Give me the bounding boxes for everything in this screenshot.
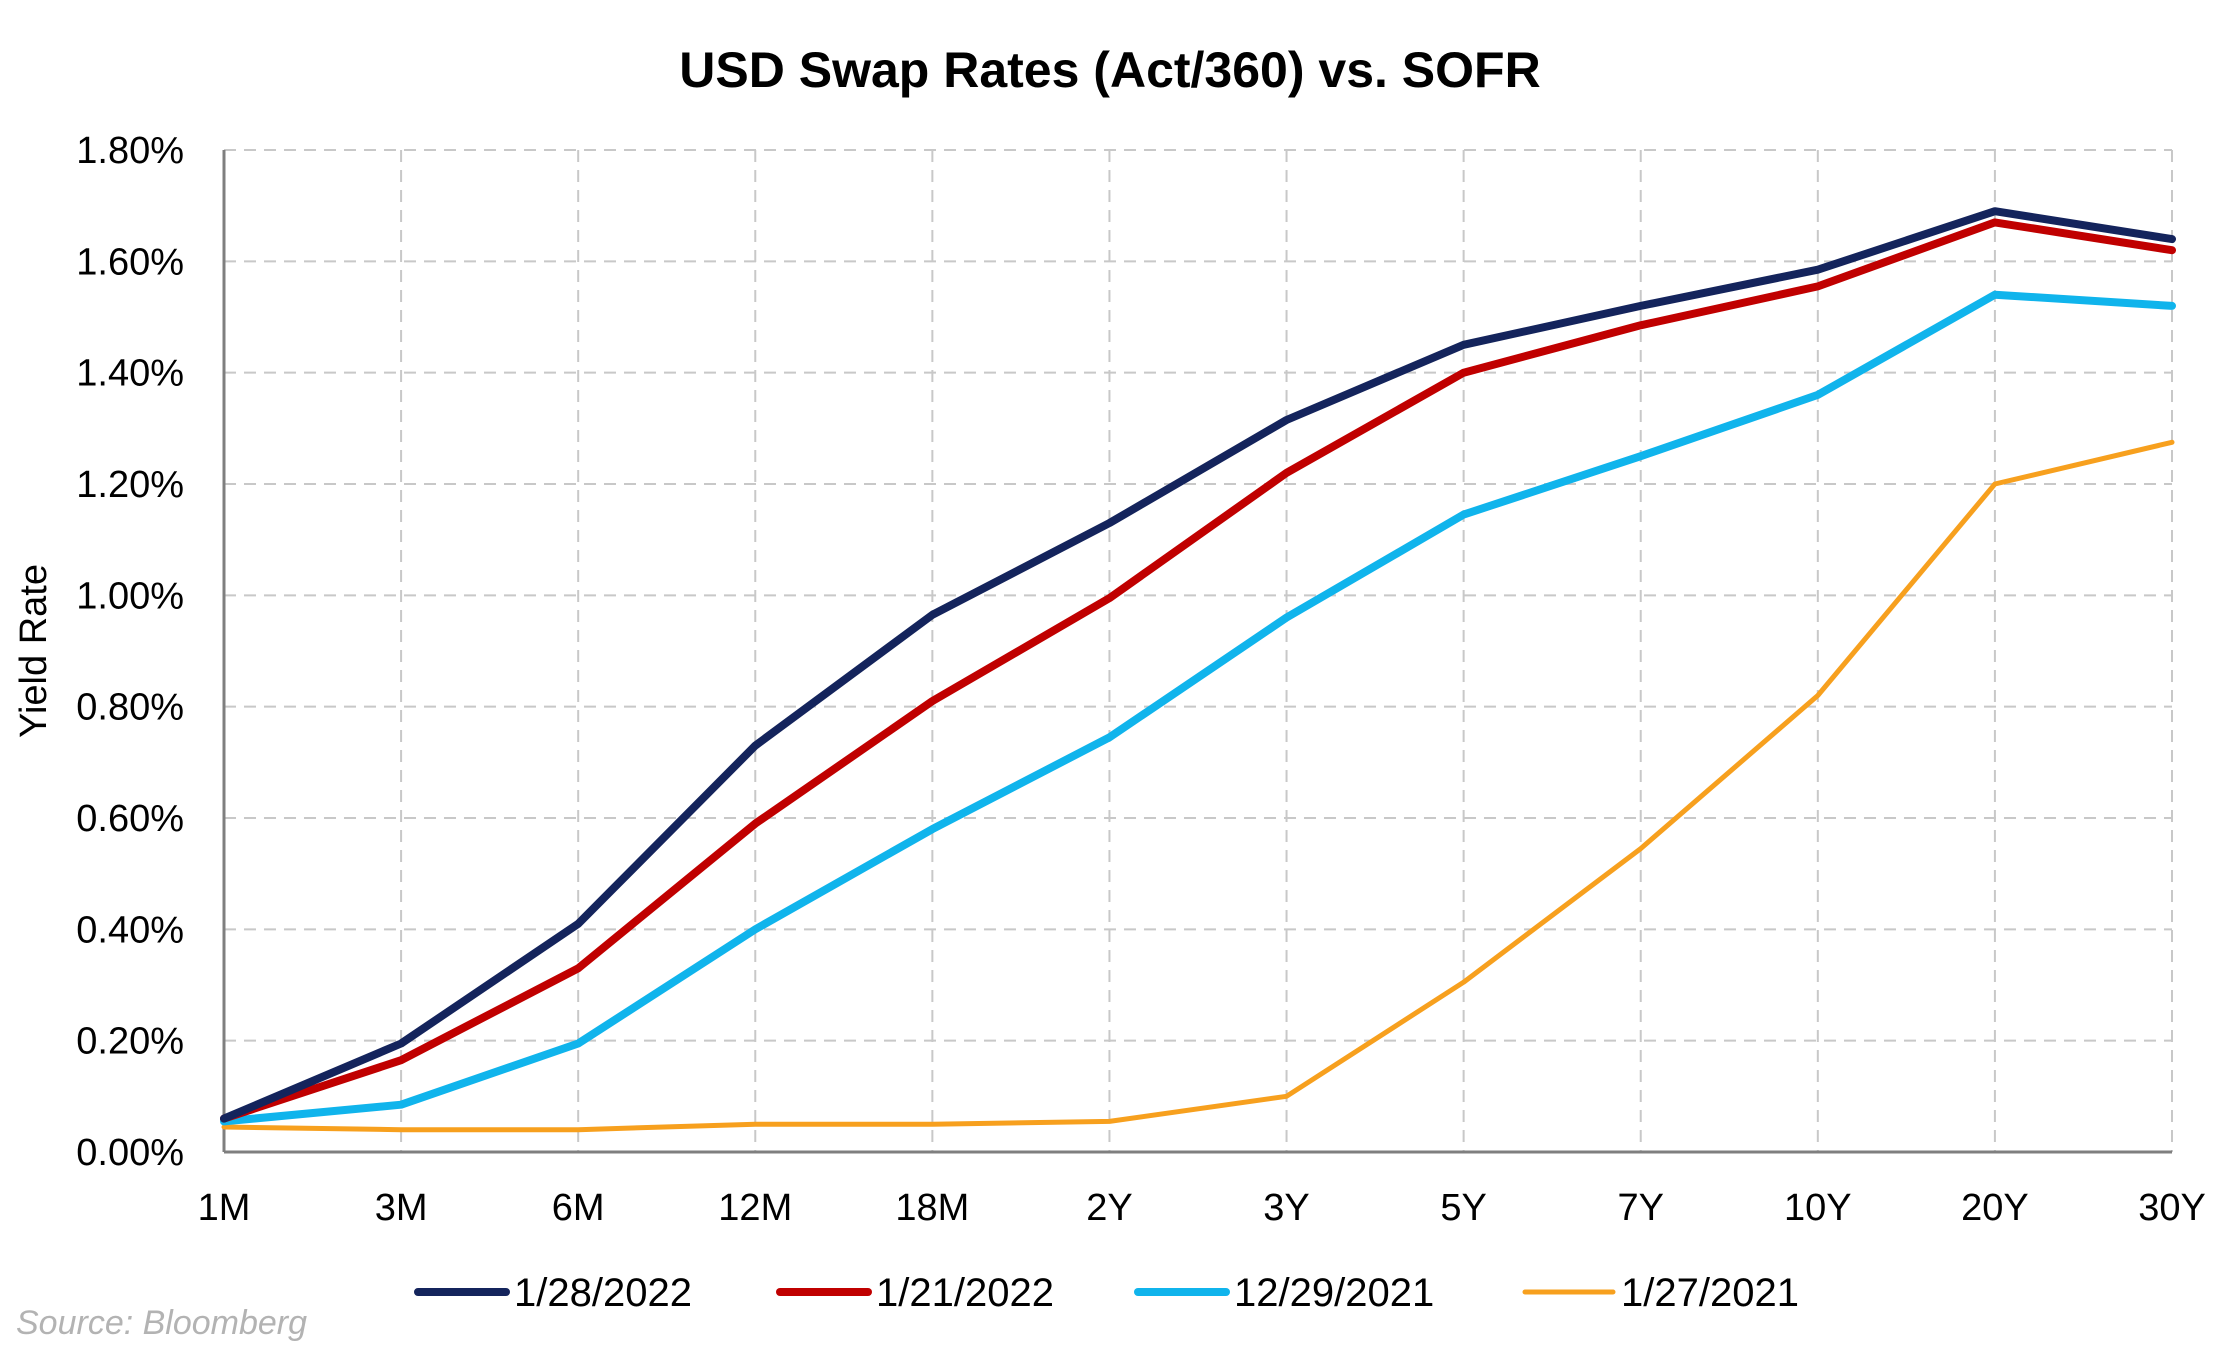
series-lines [220, 207, 2176, 1133]
x-tick-label: 5Y [1440, 1187, 1486, 1229]
x-tick-label: 12M [718, 1187, 792, 1229]
legend-label: 1/27/2021 [1621, 1271, 1799, 1315]
axes [222, 150, 2172, 1154]
legend-label: 1/28/2022 [514, 1271, 692, 1315]
y-tick-label: 0.60% [76, 798, 184, 840]
y-tick-label: 1.40% [76, 353, 184, 395]
legend-label: 1/21/2022 [876, 1271, 1054, 1315]
source-note: Source: Bloomberg [16, 1304, 307, 1342]
y-axis-label: Yield Rate [13, 564, 55, 738]
series-line-3 [220, 290, 2176, 1126]
y-tick-label: 0.00% [76, 1132, 184, 1174]
legend-label: 12/29/2021 [1234, 1271, 1434, 1315]
x-tick-label: 10Y [1784, 1187, 1852, 1229]
y-tick-label: 1.80% [76, 130, 184, 172]
x-tick-label: 2Y [1086, 1187, 1132, 1229]
x-tick-label: 7Y [1617, 1187, 1663, 1229]
legend: 1/28/2022 1/21/2022 12/29/2021 1/27/2021 [414, 1271, 1799, 1315]
y-tick-label: 0.20% [76, 1021, 184, 1063]
x-tick-label: 3M [375, 1187, 428, 1229]
y-tick-labels: 0.00% 0.20% 0.40% 0.60% 0.80% 1.00% 1.20% 1.40%… [76, 130, 184, 1174]
chart-title: USD Swap Rates (Act/360) vs. SOFR [679, 42, 1540, 98]
y-tick-label: 0.80% [76, 687, 184, 729]
y-tick-label: 1.00% [76, 575, 184, 617]
series-line-2 [220, 218, 2176, 1123]
x-tick-label: 3Y [1263, 1187, 1309, 1229]
y-tick-label: 1.60% [76, 241, 184, 283]
x-tick-label: 20Y [1961, 1187, 2029, 1229]
x-tick-label: 30Y [2138, 1187, 2206, 1229]
series-line-1 [220, 207, 2176, 1123]
x-tick-label: 6M [552, 1187, 605, 1229]
y-tick-label: 1.20% [76, 464, 184, 506]
series-line-4 [221, 439, 2175, 1133]
x-tick-labels: 1M 3M 6M 12M 18M 2Y 3Y 5Y 7Y 10Y 20Y 30Y [198, 1187, 2206, 1229]
y-tick-label: 0.40% [76, 909, 184, 951]
x-tick-label: 1M [198, 1187, 251, 1229]
x-tick-label: 18M [895, 1187, 969, 1229]
